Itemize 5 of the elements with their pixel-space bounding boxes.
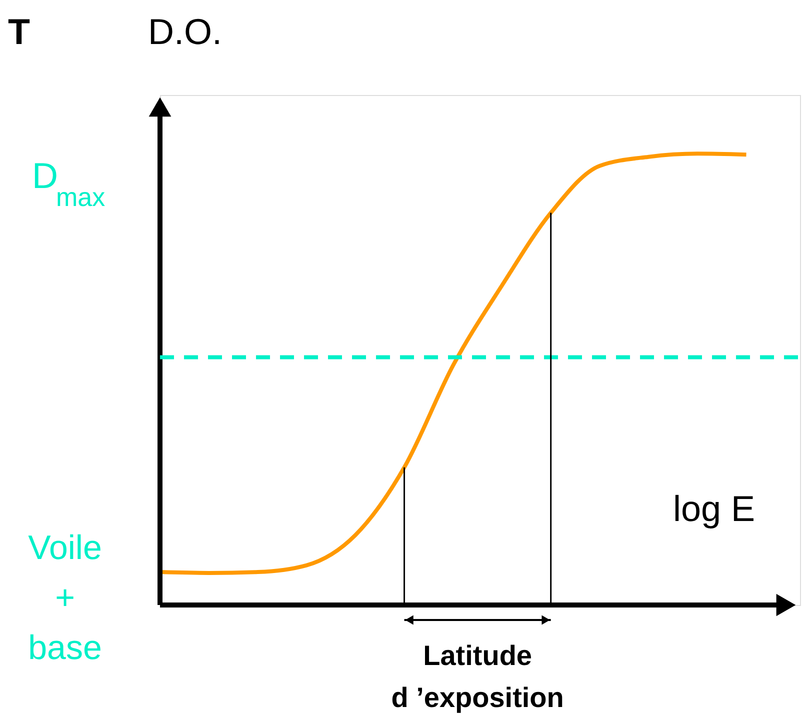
text: Voile + base xyxy=(28,529,102,667)
x-axis-title: log E xyxy=(672,488,756,529)
text: Latitude d ’exposition xyxy=(391,640,564,713)
chart-title: T xyxy=(8,11,30,52)
y-axis-title: D.O. xyxy=(148,11,222,52)
